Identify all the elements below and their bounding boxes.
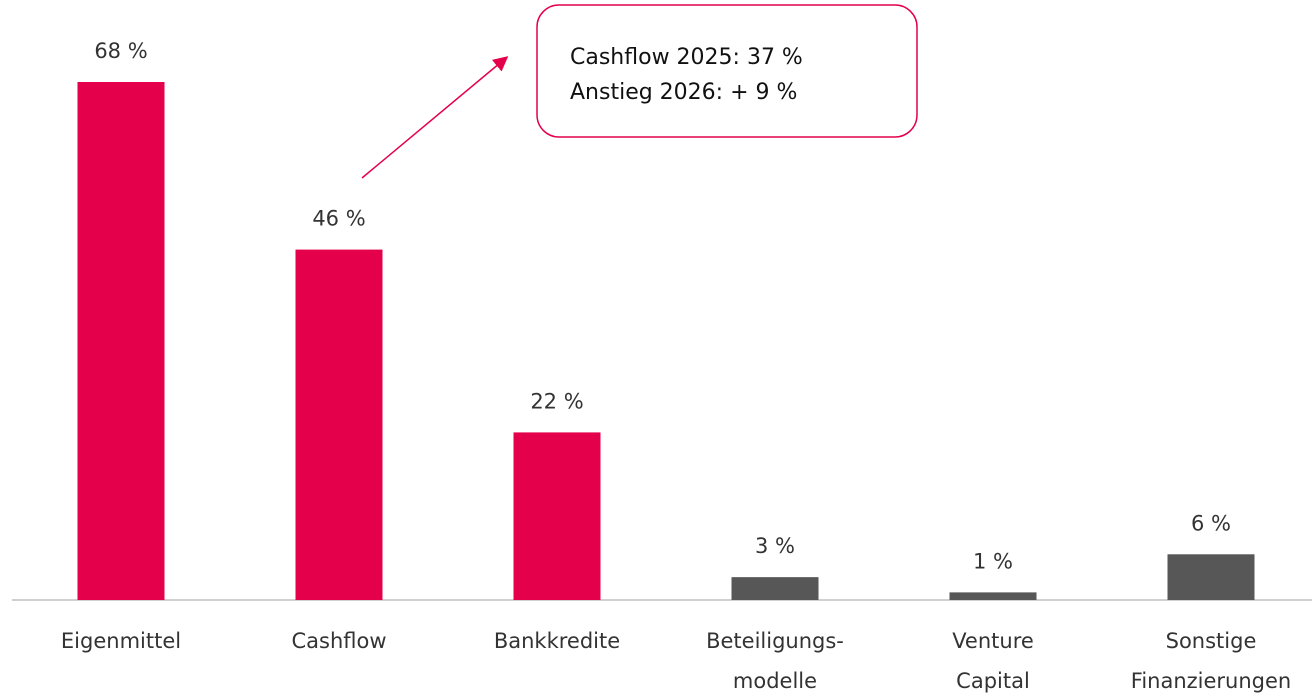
bar bbox=[1167, 554, 1255, 600]
x-tick-label: Beteiligungs- bbox=[706, 629, 844, 653]
x-tick-label: Finanzierungen bbox=[1131, 669, 1291, 693]
annotation-line: Anstieg 2026: + 9 % bbox=[570, 80, 797, 105]
x-tick-label: Eigenmittel bbox=[61, 629, 181, 653]
annotation-box bbox=[536, 4, 918, 138]
bar bbox=[731, 577, 819, 600]
value-label: 46 % bbox=[312, 207, 365, 231]
value-label: 6 % bbox=[1191, 511, 1231, 535]
bar bbox=[77, 82, 165, 600]
x-tick-label: Bankkredite bbox=[494, 629, 620, 653]
x-tick-label: Cashflow bbox=[291, 629, 386, 653]
annotation-arrow bbox=[361, 56, 509, 179]
x-tick-label: modelle bbox=[733, 669, 817, 693]
x-tick-label: Capital bbox=[956, 669, 1030, 693]
x-tick-label: Sonstige bbox=[1166, 629, 1257, 653]
x-tick-label: Venture bbox=[952, 629, 1034, 653]
value-label: 22 % bbox=[530, 389, 583, 413]
bar bbox=[295, 249, 383, 600]
bar bbox=[513, 432, 601, 600]
value-label: 1 % bbox=[973, 549, 1013, 573]
value-label: 3 % bbox=[755, 534, 795, 558]
bar bbox=[949, 592, 1037, 600]
annotation-line: Cashflow 2025: 37 % bbox=[570, 45, 803, 70]
value-label: 68 % bbox=[94, 39, 147, 63]
